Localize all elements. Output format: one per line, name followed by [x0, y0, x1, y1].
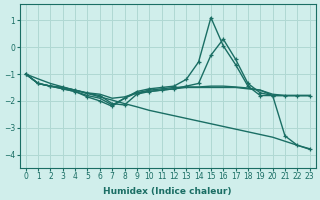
X-axis label: Humidex (Indice chaleur): Humidex (Indice chaleur): [103, 187, 232, 196]
